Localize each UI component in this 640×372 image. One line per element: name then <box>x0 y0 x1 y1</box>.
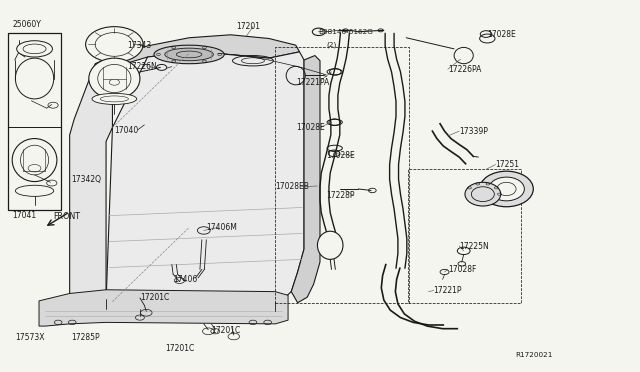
Text: 17028E: 17028E <box>487 29 516 39</box>
Text: 17028E: 17028E <box>296 123 324 132</box>
Text: R1720021: R1720021 <box>515 352 552 357</box>
Text: 17028EB: 17028EB <box>275 182 309 191</box>
Polygon shape <box>39 290 288 326</box>
Text: 17201: 17201 <box>236 22 260 31</box>
Text: 17226PA: 17226PA <box>448 65 481 74</box>
Ellipse shape <box>317 231 343 259</box>
Text: 17343: 17343 <box>127 41 152 50</box>
Text: 17201C: 17201C <box>166 344 195 353</box>
Ellipse shape <box>154 45 224 64</box>
Text: 17285P: 17285P <box>71 333 100 342</box>
Text: 17040: 17040 <box>115 126 139 135</box>
Text: 17225N: 17225N <box>460 241 489 250</box>
Ellipse shape <box>12 138 57 182</box>
Text: 17406: 17406 <box>173 275 197 284</box>
Text: 17406M: 17406M <box>206 223 237 232</box>
Ellipse shape <box>488 177 524 201</box>
Text: 17226N: 17226N <box>127 62 157 71</box>
Text: 17201C: 17201C <box>140 293 169 302</box>
Text: 17028F: 17028F <box>448 265 476 274</box>
Text: 17573X: 17573X <box>15 333 44 342</box>
Text: 17251: 17251 <box>495 160 520 169</box>
Text: 17201C: 17201C <box>211 326 241 335</box>
Ellipse shape <box>17 41 52 57</box>
Ellipse shape <box>165 48 213 61</box>
Ellipse shape <box>479 171 533 207</box>
Ellipse shape <box>92 93 137 105</box>
Text: 17221P: 17221P <box>434 286 462 295</box>
Polygon shape <box>70 64 113 302</box>
Text: 17041: 17041 <box>12 211 36 220</box>
Text: (2): (2) <box>326 42 337 48</box>
Ellipse shape <box>15 58 54 99</box>
Text: 17221PA: 17221PA <box>296 78 329 87</box>
Text: B08146-6162G: B08146-6162G <box>319 29 374 35</box>
Ellipse shape <box>465 182 500 206</box>
Polygon shape <box>106 52 304 313</box>
Circle shape <box>109 79 120 85</box>
Text: 25060Y: 25060Y <box>12 20 41 29</box>
Polygon shape <box>291 55 320 303</box>
Text: 17339P: 17339P <box>460 126 488 136</box>
Text: 17228P: 17228P <box>326 191 355 200</box>
Text: 17342Q: 17342Q <box>71 175 101 184</box>
Text: 17028E: 17028E <box>326 151 355 160</box>
Ellipse shape <box>15 185 54 196</box>
Polygon shape <box>95 35 300 67</box>
Text: FRONT: FRONT <box>53 212 80 221</box>
Ellipse shape <box>86 27 143 62</box>
Ellipse shape <box>89 58 140 99</box>
Bar <box>8 33 61 210</box>
